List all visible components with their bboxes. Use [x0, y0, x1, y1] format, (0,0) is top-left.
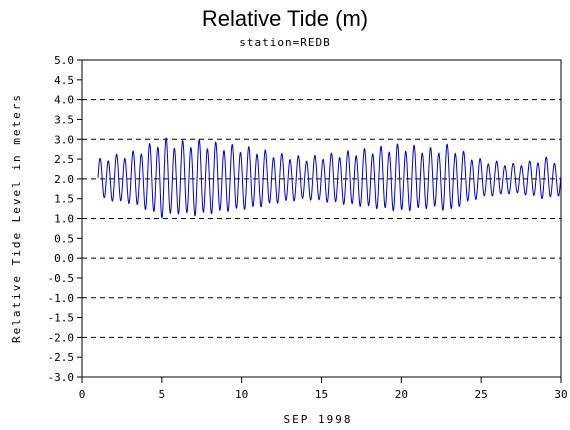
- y-tick-label: 2.0: [54, 173, 74, 186]
- x-tick-label: 5: [159, 388, 166, 401]
- y-tick-label: -1.5: [48, 312, 75, 325]
- y-axis-label: Relative Tide Level in meters: [10, 93, 23, 343]
- y-tick-label: 4.0: [54, 94, 74, 107]
- y-tick-label: -2.5: [48, 351, 75, 364]
- x-tick-label: 20: [395, 388, 408, 401]
- y-tick-label: 3.0: [54, 133, 74, 146]
- x-tick-label: 15: [315, 388, 328, 401]
- tide-series-line: [97, 137, 562, 219]
- y-tick-label: -0.5: [48, 272, 75, 285]
- x-tick-label: 10: [235, 388, 248, 401]
- y-tick-label: -2.0: [48, 331, 75, 344]
- x-tick-label: 25: [475, 388, 488, 401]
- x-axis-label: SEP 1998: [284, 413, 353, 426]
- x-tick-label: 0: [79, 388, 86, 401]
- chart-subtitle: station=REDB: [239, 36, 331, 49]
- y-tick-label: 5.0: [54, 54, 74, 67]
- x-tick-label: 30: [554, 388, 567, 401]
- y-tick-label: 0.0: [54, 252, 74, 265]
- y-tick-label: 1.0: [54, 213, 74, 226]
- y-tick-label: 0.5: [54, 232, 74, 245]
- y-tick-label: 3.5: [54, 113, 74, 126]
- y-tick-label: 1.5: [54, 193, 74, 206]
- y-tick-label: 2.5: [54, 153, 74, 166]
- y-tick-label: -3.0: [48, 371, 75, 384]
- y-tick-label: -1.0: [48, 292, 75, 305]
- y-tick-label: 4.5: [54, 74, 74, 87]
- chart-title: Relative Tide (m): [201, 6, 369, 31]
